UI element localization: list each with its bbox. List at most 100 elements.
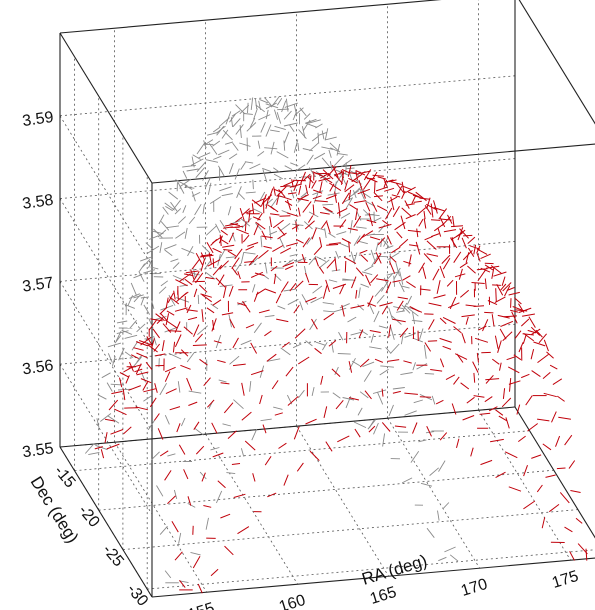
surface-segment (210, 238, 218, 246)
surface-segment (294, 280, 304, 290)
surface-segment (143, 269, 156, 274)
surface-segment (484, 278, 487, 290)
surface-segment (248, 209, 251, 223)
surface-segment (416, 207, 427, 216)
surface-segment (185, 270, 199, 274)
surface-segment (465, 316, 469, 325)
surface-segment (322, 285, 328, 299)
surface-segment (322, 342, 328, 351)
surface-segment (200, 259, 205, 272)
surface-segment (449, 554, 459, 562)
surface-segment (302, 237, 311, 248)
surface-segment (332, 392, 341, 399)
surface-segment (359, 391, 369, 399)
surface-segment (564, 526, 573, 533)
surface-segment (385, 281, 392, 294)
surface-segment (341, 192, 350, 205)
surface-segment (156, 317, 164, 324)
surface-segment (216, 125, 225, 136)
surface-segment (381, 422, 391, 432)
surface-segment (324, 208, 335, 215)
surface-segment (465, 252, 470, 264)
box-edge (151, 143, 595, 184)
surface-segment (309, 318, 317, 331)
surface-segment (167, 330, 182, 332)
surface-segment (422, 266, 427, 279)
surface-segment (312, 285, 323, 294)
surface-segment (456, 353, 464, 363)
surface-segment (193, 268, 196, 278)
surface-segment (334, 175, 342, 187)
surface-segment (177, 216, 187, 224)
surface-segment (356, 211, 362, 221)
surface-segment (279, 195, 292, 201)
surface-segment (497, 314, 510, 319)
surface-segment (175, 179, 188, 187)
grid-line (59, 363, 153, 515)
surface-segment (525, 395, 533, 406)
surface-segment (175, 279, 188, 287)
surface-segment (263, 245, 272, 249)
surface-segment (337, 353, 351, 355)
surface-segment (273, 167, 281, 173)
y-tick-label: -20 (75, 502, 103, 531)
surface-segment (119, 377, 123, 388)
surface-segment (577, 543, 588, 555)
surface-segment (104, 432, 108, 444)
surface-segment (199, 471, 207, 480)
surface-segment (205, 225, 217, 236)
surface-segment (478, 325, 487, 331)
surface-segment (193, 324, 200, 337)
surface-segment (171, 521, 179, 533)
surface-segment (402, 302, 408, 312)
surface-segment (186, 309, 198, 312)
surface-segment (106, 443, 120, 450)
surface-segment (312, 204, 315, 216)
surface-segment (294, 164, 306, 172)
grid-line (59, 115, 153, 267)
surface-segment (545, 474, 556, 478)
surface-segment (488, 406, 498, 412)
surface-segment (329, 161, 333, 171)
surface-segment (155, 313, 165, 322)
surface-segment (387, 359, 400, 362)
surface-segment (283, 122, 298, 127)
surface-segment (427, 340, 438, 342)
surface-segment (415, 241, 421, 255)
surface-segment (368, 425, 376, 433)
surface-segment (182, 205, 187, 213)
surface-segment (296, 197, 309, 202)
surface-segment (242, 234, 250, 243)
surface-segment (424, 205, 432, 215)
surface-segment (245, 191, 256, 194)
surface-segment (322, 302, 335, 305)
surface-segment (173, 489, 178, 500)
surface-segment (205, 159, 219, 163)
surface-segment (452, 216, 455, 228)
surface-segment (160, 313, 168, 321)
surface-segment (338, 242, 349, 248)
surface-segment (270, 205, 279, 213)
surface-segment (480, 253, 491, 260)
surface-segment (258, 309, 270, 314)
surface-segment (187, 245, 194, 257)
surface-segment (243, 251, 256, 255)
surface-segment (407, 307, 419, 317)
surface-segment (447, 214, 453, 224)
surface-segment (506, 356, 516, 361)
surface-segment (520, 318, 530, 327)
x-axis-label: RA (deg) (360, 551, 430, 589)
surface-segment (411, 194, 417, 205)
surface-segment (351, 276, 357, 289)
surface-segment (222, 423, 232, 427)
surface-segment (423, 218, 427, 229)
surface-segment (245, 245, 255, 251)
surface-segment (257, 249, 269, 259)
surface-segment (133, 347, 144, 351)
surface-segment (528, 316, 536, 328)
surface-segment (143, 388, 157, 393)
surface-segment (118, 347, 125, 361)
surface-segment (143, 395, 152, 402)
surface-segment (165, 388, 177, 395)
surface-segment (460, 382, 470, 390)
